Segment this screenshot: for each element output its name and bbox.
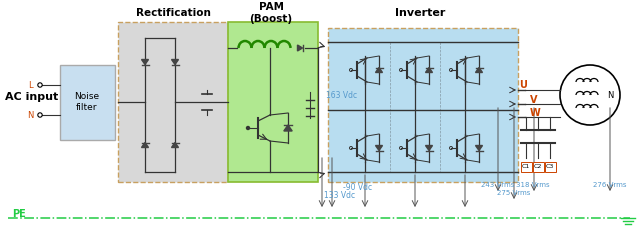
Polygon shape [426,146,433,151]
Bar [118,22,228,182]
Circle shape [560,65,620,125]
Text: N: N [27,110,33,119]
Text: 133 Vdc: 133 Vdc [324,191,356,201]
Polygon shape [172,60,179,64]
Text: PE: PE [12,209,26,219]
Text: V: V [530,95,538,105]
Polygon shape [141,60,148,64]
Text: C2: C2 [534,164,542,170]
Text: Noise
filter: Noise filter [74,92,100,112]
Polygon shape [476,67,483,73]
Text: 163 Vdc: 163 Vdc [326,91,357,100]
Polygon shape [284,125,292,131]
Polygon shape [141,143,148,148]
Circle shape [246,127,250,130]
Polygon shape [426,67,433,73]
Bar [545,162,556,172]
Polygon shape [298,45,303,51]
Polygon shape [476,146,483,151]
Text: 318 Vrms: 318 Vrms [516,182,550,188]
Bar [521,162,532,172]
Text: 276 Vrms: 276 Vrms [593,182,627,188]
Text: Inverter: Inverter [395,8,445,18]
Text: C3: C3 [546,164,554,170]
Text: C1: C1 [522,164,530,170]
Text: Rectification: Rectification [136,8,211,18]
Text: -90 Vdc: -90 Vdc [344,182,372,191]
Text: W: W [530,108,541,118]
Text: PAM
(Boost): PAM (Boost) [250,2,292,24]
Polygon shape [376,67,383,73]
Text: 275 Vrms: 275 Vrms [497,190,531,196]
Text: 243 Vrms: 243 Vrms [481,182,515,188]
Bar [533,162,544,172]
Polygon shape [172,143,179,148]
Bar [228,22,318,182]
Text: AC input: AC input [5,92,58,102]
Text: N: N [607,91,613,100]
Bar [60,65,115,140]
Bar [328,28,518,182]
Polygon shape [376,146,383,151]
Text: L: L [28,80,32,89]
Text: U: U [519,80,527,90]
